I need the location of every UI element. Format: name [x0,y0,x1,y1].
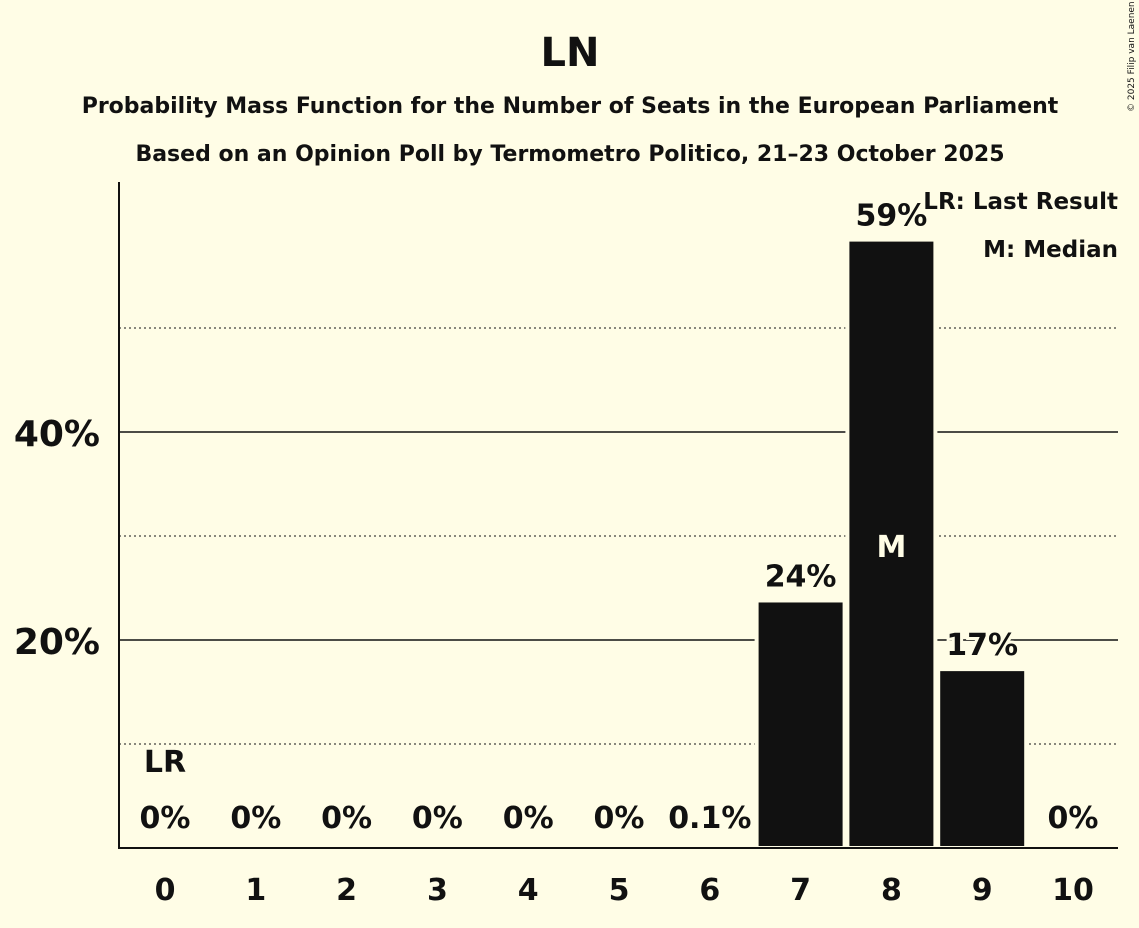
chart-subtitle-2: Based on an Opinion Poll by Termometro P… [135,142,1004,167]
data-label: 0.1% [668,801,751,836]
gridlines [119,327,1118,745]
y-tick-label: 40% [14,414,100,455]
data-label: 59% [855,199,927,234]
x-tick-label: 7 [790,873,811,908]
x-tick-label: 10 [1052,873,1094,908]
data-label: 0% [230,801,281,836]
data-label: 0% [140,801,191,836]
x-tick-label: 4 [518,873,539,908]
chart-title: LN [541,30,600,76]
x-tick-label: 0 [155,873,176,908]
data-label: 24% [765,559,837,594]
legend-median: M: Median [983,237,1118,263]
x-tick-label: 8 [881,873,902,908]
data-label: 0% [503,801,554,836]
data-label: 0% [412,801,463,836]
x-tick-label: 9 [972,873,993,908]
y-tick-label: 20% [14,622,100,663]
chart-subtitle: Probability Mass Function for the Number… [82,94,1059,119]
data-label: 17% [946,628,1018,663]
x-tick-label: 2 [336,873,357,908]
bars [754,237,1029,851]
data-label: 0% [1048,801,1099,836]
bar [754,598,847,850]
labels: 20%40%00%10%20%30%40%50%60.1%724%859%917… [14,196,1102,908]
bar [845,237,938,851]
x-tick-label: 1 [245,873,266,908]
data-label: 0% [321,801,372,836]
data-label: 0% [594,801,645,836]
last-result-marker: LR [144,745,186,780]
x-tick-label: 5 [609,873,630,908]
x-tick-label: 3 [427,873,448,908]
median-marker: M [876,530,906,565]
legend-last-result: LR: Last Result [923,189,1118,215]
x-tick-label: 6 [699,873,720,908]
bar [936,667,1029,850]
copyright: © 2025 Filip van Laenen [1127,1,1137,112]
